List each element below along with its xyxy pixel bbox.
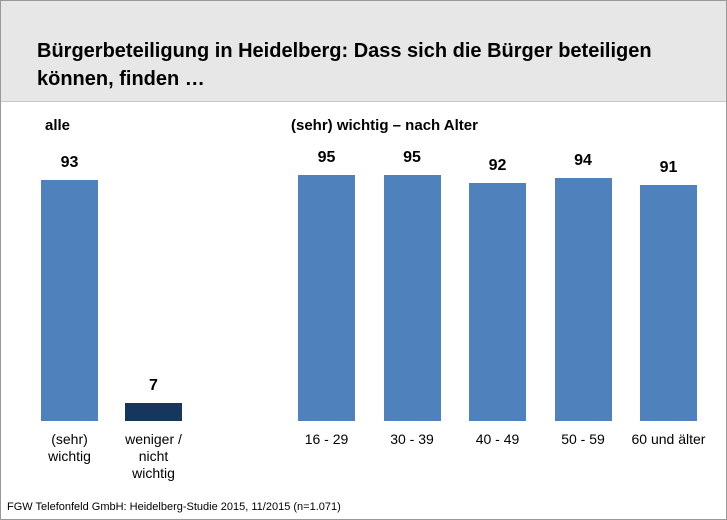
bar bbox=[41, 180, 98, 421]
bar bbox=[298, 174, 355, 421]
panel-title: (sehr) wichtig – nach Alter bbox=[291, 117, 478, 134]
category-label: weniger / nicht wichtig bbox=[125, 431, 182, 481]
value-label: 94 bbox=[574, 151, 592, 169]
bar bbox=[554, 177, 612, 421]
category-label: 60 und älter bbox=[631, 431, 706, 447]
category-label: 50 - 59 bbox=[561, 431, 605, 447]
bar bbox=[383, 174, 441, 421]
value-label: 95 bbox=[317, 148, 336, 166]
bar bbox=[469, 182, 526, 421]
value-label: 7 bbox=[149, 376, 158, 394]
category-label: 40 - 49 bbox=[475, 431, 520, 447]
value-label: 92 bbox=[488, 156, 507, 174]
title: Bürgerbeteiligung in Heidelberg: Dass si… bbox=[37, 40, 652, 90]
category-label: (sehr) wichtig bbox=[48, 431, 91, 464]
value-label: 95 bbox=[403, 148, 421, 166]
value-label: 91 bbox=[659, 159, 678, 177]
header: Bürgerbeteiligung in Heidelberg: Dass si… bbox=[1, 1, 726, 102]
bar bbox=[125, 402, 182, 421]
category-label: 30 - 39 bbox=[390, 431, 434, 447]
value-label: 93 bbox=[60, 154, 79, 172]
footer: FGW Telefonfeld GmbH: Heidelberg-Studie … bbox=[7, 501, 341, 513]
bar bbox=[640, 185, 697, 421]
panel-title: alle bbox=[45, 117, 71, 134]
category-label: 16 - 29 bbox=[304, 431, 349, 447]
